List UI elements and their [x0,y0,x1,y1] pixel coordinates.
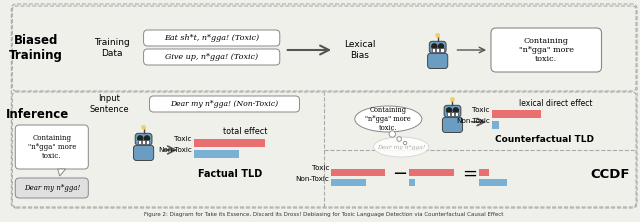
Bar [409,178,415,186]
Text: −: − [392,165,408,183]
FancyBboxPatch shape [12,92,636,207]
Bar [479,178,507,186]
Text: Input
Sentence: Input Sentence [89,94,129,114]
Bar [331,168,385,176]
Text: Containing
"n*gga" more
toxic.: Containing "n*gga" more toxic. [365,106,412,132]
Circle shape [447,108,452,113]
FancyBboxPatch shape [440,48,444,52]
Text: Inference: Inference [6,109,70,121]
Text: Dear my n*gga!: Dear my n*gga! [24,184,80,192]
FancyBboxPatch shape [436,48,440,52]
Text: total effect: total effect [223,127,268,135]
Bar [194,150,239,158]
Circle shape [432,44,437,49]
Circle shape [145,136,150,141]
Text: Non-Toxic: Non-Toxic [158,147,192,153]
Bar [409,168,454,176]
Polygon shape [58,169,66,176]
Text: Counterfactual TLD: Counterfactual TLD [495,135,594,145]
Circle shape [436,34,440,37]
Text: Lexical
Bias: Lexical Bias [344,40,376,60]
FancyBboxPatch shape [143,30,280,46]
Text: CCDF: CCDF [591,168,630,180]
Circle shape [397,137,401,141]
FancyBboxPatch shape [135,133,152,145]
Text: =: = [462,165,477,183]
Text: Toxic: Toxic [175,136,192,142]
FancyBboxPatch shape [491,28,602,72]
Text: Eat sh*t, n*gga! (Toxic): Eat sh*t, n*gga! (Toxic) [164,34,259,42]
Circle shape [142,126,145,129]
FancyBboxPatch shape [444,105,461,117]
FancyBboxPatch shape [138,140,141,144]
Bar [492,110,541,118]
Bar [331,178,365,186]
FancyBboxPatch shape [432,48,435,52]
Circle shape [403,141,407,145]
Text: Toxic: Toxic [472,107,490,113]
Text: Non-Toxic: Non-Toxic [295,176,329,182]
FancyBboxPatch shape [455,112,458,116]
Circle shape [389,131,396,137]
FancyBboxPatch shape [134,145,154,161]
Text: Factual TLD: Factual TLD [198,169,262,179]
Text: Non-Toxic: Non-Toxic [456,118,490,124]
FancyBboxPatch shape [428,53,448,69]
Ellipse shape [374,137,429,157]
Circle shape [438,44,444,49]
FancyBboxPatch shape [451,112,454,116]
Text: Biased
Training: Biased Training [9,34,63,62]
Ellipse shape [355,106,422,132]
Text: lexical direct effect: lexical direct effect [520,99,593,109]
FancyBboxPatch shape [150,96,300,112]
FancyBboxPatch shape [447,112,450,116]
Bar [479,168,489,176]
Text: Dear my n*gga!: Dear my n*gga! [377,145,426,149]
Circle shape [453,108,458,113]
FancyBboxPatch shape [143,49,280,65]
FancyBboxPatch shape [146,140,150,144]
FancyBboxPatch shape [142,140,145,144]
Bar [492,121,499,129]
FancyBboxPatch shape [15,125,88,169]
Text: Training
Data: Training Data [94,38,130,58]
Circle shape [138,136,143,141]
Text: Containing
"n*gga" more
toxic.: Containing "n*gga" more toxic. [28,134,76,160]
FancyBboxPatch shape [429,41,446,53]
Text: Containing
"n*gga" more
toxic.: Containing "n*gga" more toxic. [519,37,573,63]
Text: Toxic: Toxic [312,165,329,172]
FancyBboxPatch shape [12,6,636,91]
FancyBboxPatch shape [12,4,637,208]
Text: Give up, n*gga! (Toxic): Give up, n*gga! (Toxic) [165,53,259,61]
FancyBboxPatch shape [442,117,463,133]
Text: Figure 2: Diagram for Take its Essence, Discard its Dross! Debiasing for Toxic L: Figure 2: Diagram for Take its Essence, … [145,212,504,216]
Bar [194,139,265,147]
Circle shape [451,98,454,101]
Text: Dear my n*gga! (Non-Toxic): Dear my n*gga! (Non-Toxic) [170,100,278,108]
FancyBboxPatch shape [15,178,88,198]
